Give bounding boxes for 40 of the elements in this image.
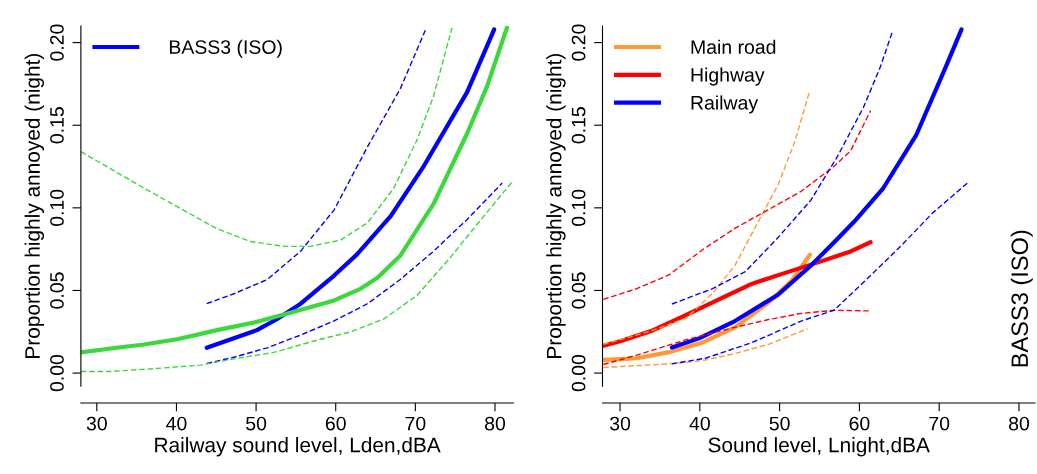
y-tick-label: 0.15: [50, 107, 64, 144]
line-series: [80, 180, 514, 373]
y-tick-label: 0.00: [571, 354, 586, 392]
x-tick-label: 80: [1009, 416, 1030, 431]
x-tick-label: 50: [246, 416, 267, 431]
y-tick-label: 0.05: [571, 272, 586, 309]
y-tick-label: 0.10: [50, 189, 64, 226]
legend-label: Main road: [691, 39, 776, 54]
legend-label: Highway: [691, 67, 765, 86]
line-series: [669, 27, 964, 350]
x-tick-label: 40: [689, 416, 710, 431]
y-tick-label: 0.10: [571, 189, 586, 226]
y-tick-label: 0.20: [571, 24, 586, 61]
legend-label: Railway: [691, 95, 759, 114]
line-series: [80, 27, 453, 248]
x-axis-title: Sound level, Lnight,dBA: [708, 437, 930, 457]
x-tick-label: 40: [166, 416, 187, 431]
y-tick-label: 0.00: [50, 354, 64, 392]
x-tick-label: 30: [86, 416, 107, 431]
line-series: [602, 328, 809, 369]
line-series: [671, 181, 970, 365]
legend-label: BASS3 (ISO): [169, 39, 282, 58]
x-tick-label: 60: [325, 416, 346, 431]
line-series: [602, 309, 872, 366]
y-axis-title: Proportion highly annoyed (night): [546, 54, 566, 358]
x-tick-label: 60: [849, 416, 870, 431]
line-series: [602, 91, 810, 346]
x-axis-title: Railway sound level, Lden,dBA: [155, 437, 441, 457]
x-tick-label: 50: [769, 416, 790, 431]
x-tick-label: 70: [405, 416, 426, 431]
line-series: [206, 182, 503, 365]
y-axis-title: Proportion highly annoyed (night): [24, 54, 45, 358]
x-tick-label: 30: [609, 416, 631, 431]
x-tick-label: 80: [485, 416, 506, 431]
x-tick-label: 70: [929, 416, 950, 431]
y-tick-label: 0.20: [50, 24, 64, 61]
y-tick-label: 0.15: [571, 107, 586, 144]
y-tick-label: 0.05: [50, 272, 64, 309]
annotation: BASS3 (ISO): [1010, 230, 1033, 367]
line-series: [80, 26, 510, 355]
